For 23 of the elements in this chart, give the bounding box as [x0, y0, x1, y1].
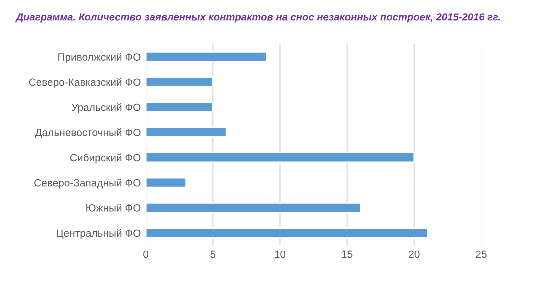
y-tick-label: Сибирский ФО: [70, 154, 141, 164]
y-tick-label: Северо-Западный ФО: [34, 178, 141, 189]
bar: [146, 228, 429, 239]
bar: [146, 202, 362, 214]
y-tick-label: Уральский ФО: [72, 103, 141, 114]
y-tick-label: Дальневосточный ФО: [35, 128, 141, 138]
chart-title: Диаграмма. Количество заявленных контрактов на снос незаконных построек, 2015-2016 гг.: [16, 14, 500, 23]
y-tick-label: Центральный ФО: [56, 229, 141, 240]
bar: [146, 76, 214, 88]
y-tick-label: Южный ФО: [86, 204, 141, 212]
bar: [146, 177, 188, 188]
bar: [146, 102, 214, 113]
x-tick-label: 5: [210, 250, 216, 258]
bar: [146, 126, 228, 138]
x-tick-label: 15: [342, 250, 353, 258]
bar: [146, 152, 416, 164]
y-tick-label: Приволжский ФО: [58, 53, 141, 64]
x-tick-label: 25: [476, 250, 487, 258]
x-tick-label: 0: [144, 250, 149, 258]
x-tick-label: 20: [409, 250, 420, 258]
bar: [146, 52, 268, 62]
y-tick-label: Северо-Кавказский ФО: [29, 78, 141, 88]
x-tick-label: 10: [275, 250, 286, 258]
